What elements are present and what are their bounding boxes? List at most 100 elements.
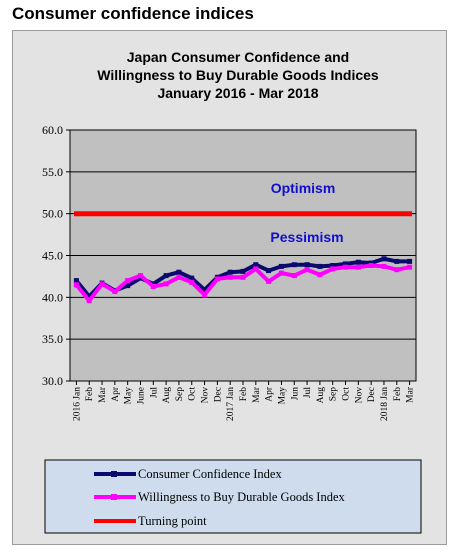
data-point-willingness-20 xyxy=(330,266,336,272)
data-point-willingness-14 xyxy=(253,266,259,272)
x-tick-label: Jun xyxy=(290,387,300,400)
x-tick-label: 2016 Jan xyxy=(72,387,82,421)
x-tick-label: Nov xyxy=(201,387,211,404)
x-tick-label: Aug xyxy=(162,387,172,404)
data-point-willingness-7 xyxy=(163,281,169,287)
data-point-willingness-9 xyxy=(189,279,195,285)
data-point-willingness-24 xyxy=(381,263,387,269)
data-point-willingness-18 xyxy=(304,267,310,273)
data-point-confidence-19 xyxy=(317,263,323,269)
legend-marker-willingness xyxy=(111,494,117,500)
x-tick-label: Feb xyxy=(85,387,95,402)
x-tick-label: Dec xyxy=(213,387,223,402)
data-point-willingness-0 xyxy=(73,282,79,288)
data-point-willingness-15 xyxy=(266,278,272,284)
data-point-willingness-17 xyxy=(291,273,297,279)
x-tick-label: Nov xyxy=(354,387,364,404)
data-point-willingness-12 xyxy=(227,274,233,280)
data-point-confidence-22 xyxy=(355,259,361,265)
data-point-confidence-21 xyxy=(343,261,348,267)
data-point-confidence-4 xyxy=(125,283,131,289)
x-tick-label: Mar xyxy=(406,386,416,403)
data-point-confidence-15 xyxy=(266,268,272,274)
data-point-willingness-21 xyxy=(343,264,348,270)
data-point-confidence-20 xyxy=(330,263,336,268)
legend-label-confidence: Consumer Confidence Index xyxy=(138,467,282,481)
data-point-willingness-2 xyxy=(99,281,105,287)
x-tick-label: Mar xyxy=(98,386,108,403)
data-point-willingness-22 xyxy=(355,264,361,270)
data-point-willingness-10 xyxy=(202,292,208,298)
x-tick-label: Jul xyxy=(149,387,159,398)
x-tick-label: May xyxy=(124,387,134,405)
x-tick-label: Oct xyxy=(188,387,198,401)
data-point-confidence-17 xyxy=(291,262,297,268)
x-tick-label: June xyxy=(136,387,146,404)
pessimism-label: Pessimism xyxy=(270,229,343,245)
series-lines xyxy=(73,211,413,304)
data-point-confidence-8 xyxy=(176,269,182,275)
data-point-confidence-24 xyxy=(381,256,387,262)
legend-marker-confidence xyxy=(111,471,117,477)
data-point-willingness-6 xyxy=(150,284,156,289)
legend-entry-willingness: Willingness to Buy Durable Goods Index xyxy=(94,490,346,504)
y-axis-ticks: 30.0 35.0 40.0 45.0 50.0 55.0 60.0 xyxy=(42,123,70,388)
x-tick-label: Feb xyxy=(393,387,403,402)
data-point-willingness-19 xyxy=(317,272,323,278)
chart-title-line-3: January 2016 - Mar 2018 xyxy=(157,85,318,101)
data-point-confidence-26 xyxy=(407,258,413,264)
x-tick-label: Apr xyxy=(111,386,121,402)
x-tick-label: Feb xyxy=(239,387,249,402)
y-tick-label: 30.0 xyxy=(42,374,63,388)
data-point-willingness-4 xyxy=(125,278,131,284)
data-point-confidence-10 xyxy=(202,287,208,293)
data-point-willingness-5 xyxy=(138,273,143,279)
x-tick-label: Jul xyxy=(303,387,313,398)
optimism-label: Optimism xyxy=(271,180,336,196)
x-tick-label: Apr xyxy=(265,386,275,402)
x-axis-ticks: 2016 Jan Feb Mar Apr May June Jul Aug Sep Oct Nov D… xyxy=(72,381,416,421)
data-point-confidence-14 xyxy=(253,262,259,268)
x-tick-label: Aug xyxy=(316,387,326,404)
chart-title-line-1: Japan Consumer Confidence and xyxy=(127,49,349,65)
data-point-willingness-25 xyxy=(394,267,400,273)
data-point-confidence-7 xyxy=(163,273,169,279)
y-tick-label: 50.0 xyxy=(42,207,63,221)
data-point-willingness-16 xyxy=(278,270,284,276)
data-point-confidence-12 xyxy=(227,269,233,275)
y-tick-label: 35.0 xyxy=(42,332,63,346)
data-point-willingness-13 xyxy=(240,274,246,280)
x-tick-label: Sep xyxy=(175,387,185,402)
x-tick-label: Oct xyxy=(342,387,352,401)
data-point-confidence-1 xyxy=(86,294,92,299)
y-tick-label: 60.0 xyxy=(42,123,63,137)
x-tick-label: 2017 Jan xyxy=(226,387,236,421)
x-tick-label: Mar xyxy=(252,386,262,403)
x-tick-label: Sep xyxy=(329,387,339,402)
x-tick-label: 2018 Jan xyxy=(380,387,390,421)
data-point-confidence-13 xyxy=(240,268,246,274)
chart-title-line-2: Willingness to Buy Durable Goods Indices xyxy=(97,67,379,83)
legend-label-willingness: Willingness to Buy Durable Goods Index xyxy=(138,490,346,504)
legend-entry-confidence: Consumer Confidence Index xyxy=(94,467,282,481)
data-point-willingness-11 xyxy=(214,276,220,282)
data-point-confidence-18 xyxy=(304,262,310,268)
y-tick-label: 40.0 xyxy=(42,290,63,304)
data-point-willingness-8 xyxy=(176,274,182,280)
data-point-willingness-23 xyxy=(368,263,374,268)
data-point-willingness-26 xyxy=(407,264,413,270)
data-point-confidence-25 xyxy=(394,258,400,264)
data-point-confidence-16 xyxy=(278,263,284,269)
data-point-confidence-9 xyxy=(189,275,195,281)
y-tick-label: 55.0 xyxy=(42,165,63,179)
x-tick-label: Dec xyxy=(367,387,377,402)
legend-entry-turning-point: Turning point xyxy=(94,514,207,528)
data-point-willingness-1 xyxy=(86,298,92,304)
legend-label-turning-point: Turning point xyxy=(138,514,207,528)
data-point-willingness-3 xyxy=(112,289,118,294)
x-tick-label: May xyxy=(277,387,287,405)
page-heading: Consumer confidence indices xyxy=(12,4,254,23)
data-point-confidence-0 xyxy=(73,278,79,284)
y-tick-label: 45.0 xyxy=(42,249,63,263)
